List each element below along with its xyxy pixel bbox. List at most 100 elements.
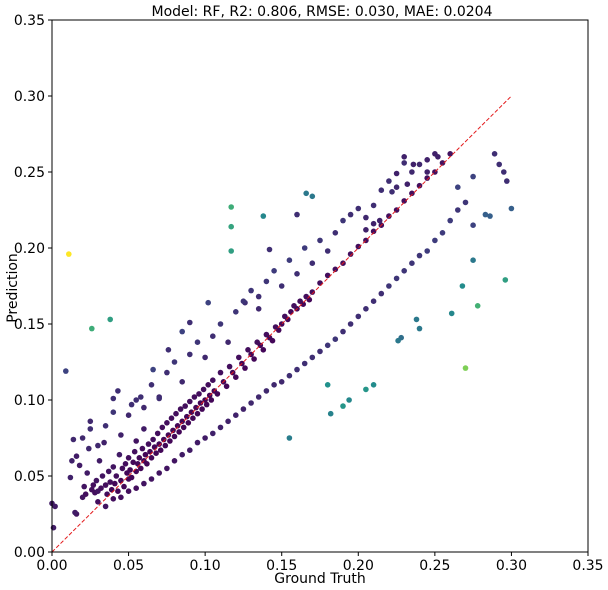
data-point <box>409 190 415 197</box>
data-point <box>482 211 489 218</box>
data-point <box>79 494 86 501</box>
data-point <box>363 227 369 233</box>
y-tick-label: 0.20 <box>14 241 45 257</box>
data-point <box>248 400 254 406</box>
data-point <box>245 347 251 353</box>
data-point <box>210 430 216 437</box>
data-point <box>99 473 106 479</box>
data-point <box>386 213 392 219</box>
data-point <box>370 382 377 388</box>
data-point <box>260 213 267 219</box>
data-point <box>131 448 138 455</box>
data-point <box>182 403 188 409</box>
data-point <box>81 483 87 490</box>
data-point <box>260 347 267 353</box>
data-point <box>105 468 112 475</box>
data-point <box>171 433 178 440</box>
data-point <box>148 476 155 482</box>
data-point <box>203 401 210 408</box>
data-point <box>217 321 224 327</box>
data-point <box>118 494 124 501</box>
data-point <box>347 251 354 257</box>
data-point <box>363 386 369 393</box>
data-point <box>242 365 248 371</box>
data-point <box>424 157 431 163</box>
data-point <box>378 187 385 193</box>
data-point <box>118 477 124 484</box>
x-tick-label: 0.20 <box>343 558 374 574</box>
data-point <box>332 230 339 236</box>
data-point <box>404 181 411 187</box>
data-point <box>187 351 193 358</box>
data-point <box>168 415 175 422</box>
data-point <box>118 432 124 438</box>
data-point <box>416 325 423 332</box>
data-point <box>455 207 461 213</box>
data-point <box>462 199 469 206</box>
data-point <box>104 491 110 498</box>
data-point <box>110 395 117 402</box>
data-point <box>327 410 334 417</box>
data-point <box>164 369 170 376</box>
data-point <box>263 388 270 394</box>
data-point <box>324 248 331 254</box>
data-point <box>255 306 262 312</box>
data-point <box>102 482 109 488</box>
data-point <box>194 439 201 446</box>
data-point <box>147 448 153 455</box>
data-point <box>263 278 270 285</box>
data-point <box>347 321 354 327</box>
data-point <box>271 382 277 388</box>
y-tick-label: 0.25 <box>14 165 45 181</box>
data-point <box>294 366 300 373</box>
data-point <box>194 339 201 346</box>
data-point <box>170 427 176 434</box>
data-point <box>179 451 185 458</box>
data-point <box>432 237 438 244</box>
data-point <box>193 404 199 411</box>
data-point <box>278 283 285 289</box>
data-point <box>161 436 167 443</box>
data-point <box>210 377 216 384</box>
x-tick-label: 0.00 <box>36 558 67 574</box>
data-point <box>294 211 300 218</box>
y-tick-label: 0.15 <box>14 317 45 333</box>
data-point <box>133 468 139 475</box>
data-point <box>119 465 126 472</box>
data-point <box>271 268 277 274</box>
data-point <box>355 243 362 250</box>
data-point <box>214 391 221 397</box>
data-point <box>355 205 362 212</box>
data-point <box>76 462 83 469</box>
data-point <box>133 438 139 444</box>
data-point <box>125 488 132 495</box>
x-axis: 0.00 0.05 0.10 0.15 0.20 0.25 0.30 0.35 <box>36 552 604 574</box>
data-point <box>254 339 260 346</box>
data-point <box>447 217 454 224</box>
data-point <box>501 169 507 175</box>
x-tick-label: 0.25 <box>419 558 450 574</box>
data-point <box>297 298 303 305</box>
chart-title: Model: RF, R2: 0.806, RMSE: 0.030, MAE: … <box>151 4 492 20</box>
data-point <box>324 342 331 349</box>
data-point <box>184 413 190 420</box>
data-point <box>133 485 139 492</box>
data-point <box>52 503 58 510</box>
data-point <box>424 169 431 175</box>
data-point <box>142 451 149 458</box>
data-point <box>108 486 115 493</box>
data-point <box>317 348 323 355</box>
data-point <box>291 303 297 309</box>
data-point <box>179 418 185 425</box>
data-point <box>376 217 383 224</box>
data-point <box>70 436 77 443</box>
data-point <box>435 154 441 160</box>
data-point <box>459 283 466 289</box>
data-point <box>138 465 144 472</box>
data-point <box>340 328 346 335</box>
data-point <box>370 202 377 209</box>
data-point <box>125 412 132 419</box>
data-point <box>309 260 316 267</box>
data-point <box>145 441 152 447</box>
data-point <box>115 488 121 495</box>
